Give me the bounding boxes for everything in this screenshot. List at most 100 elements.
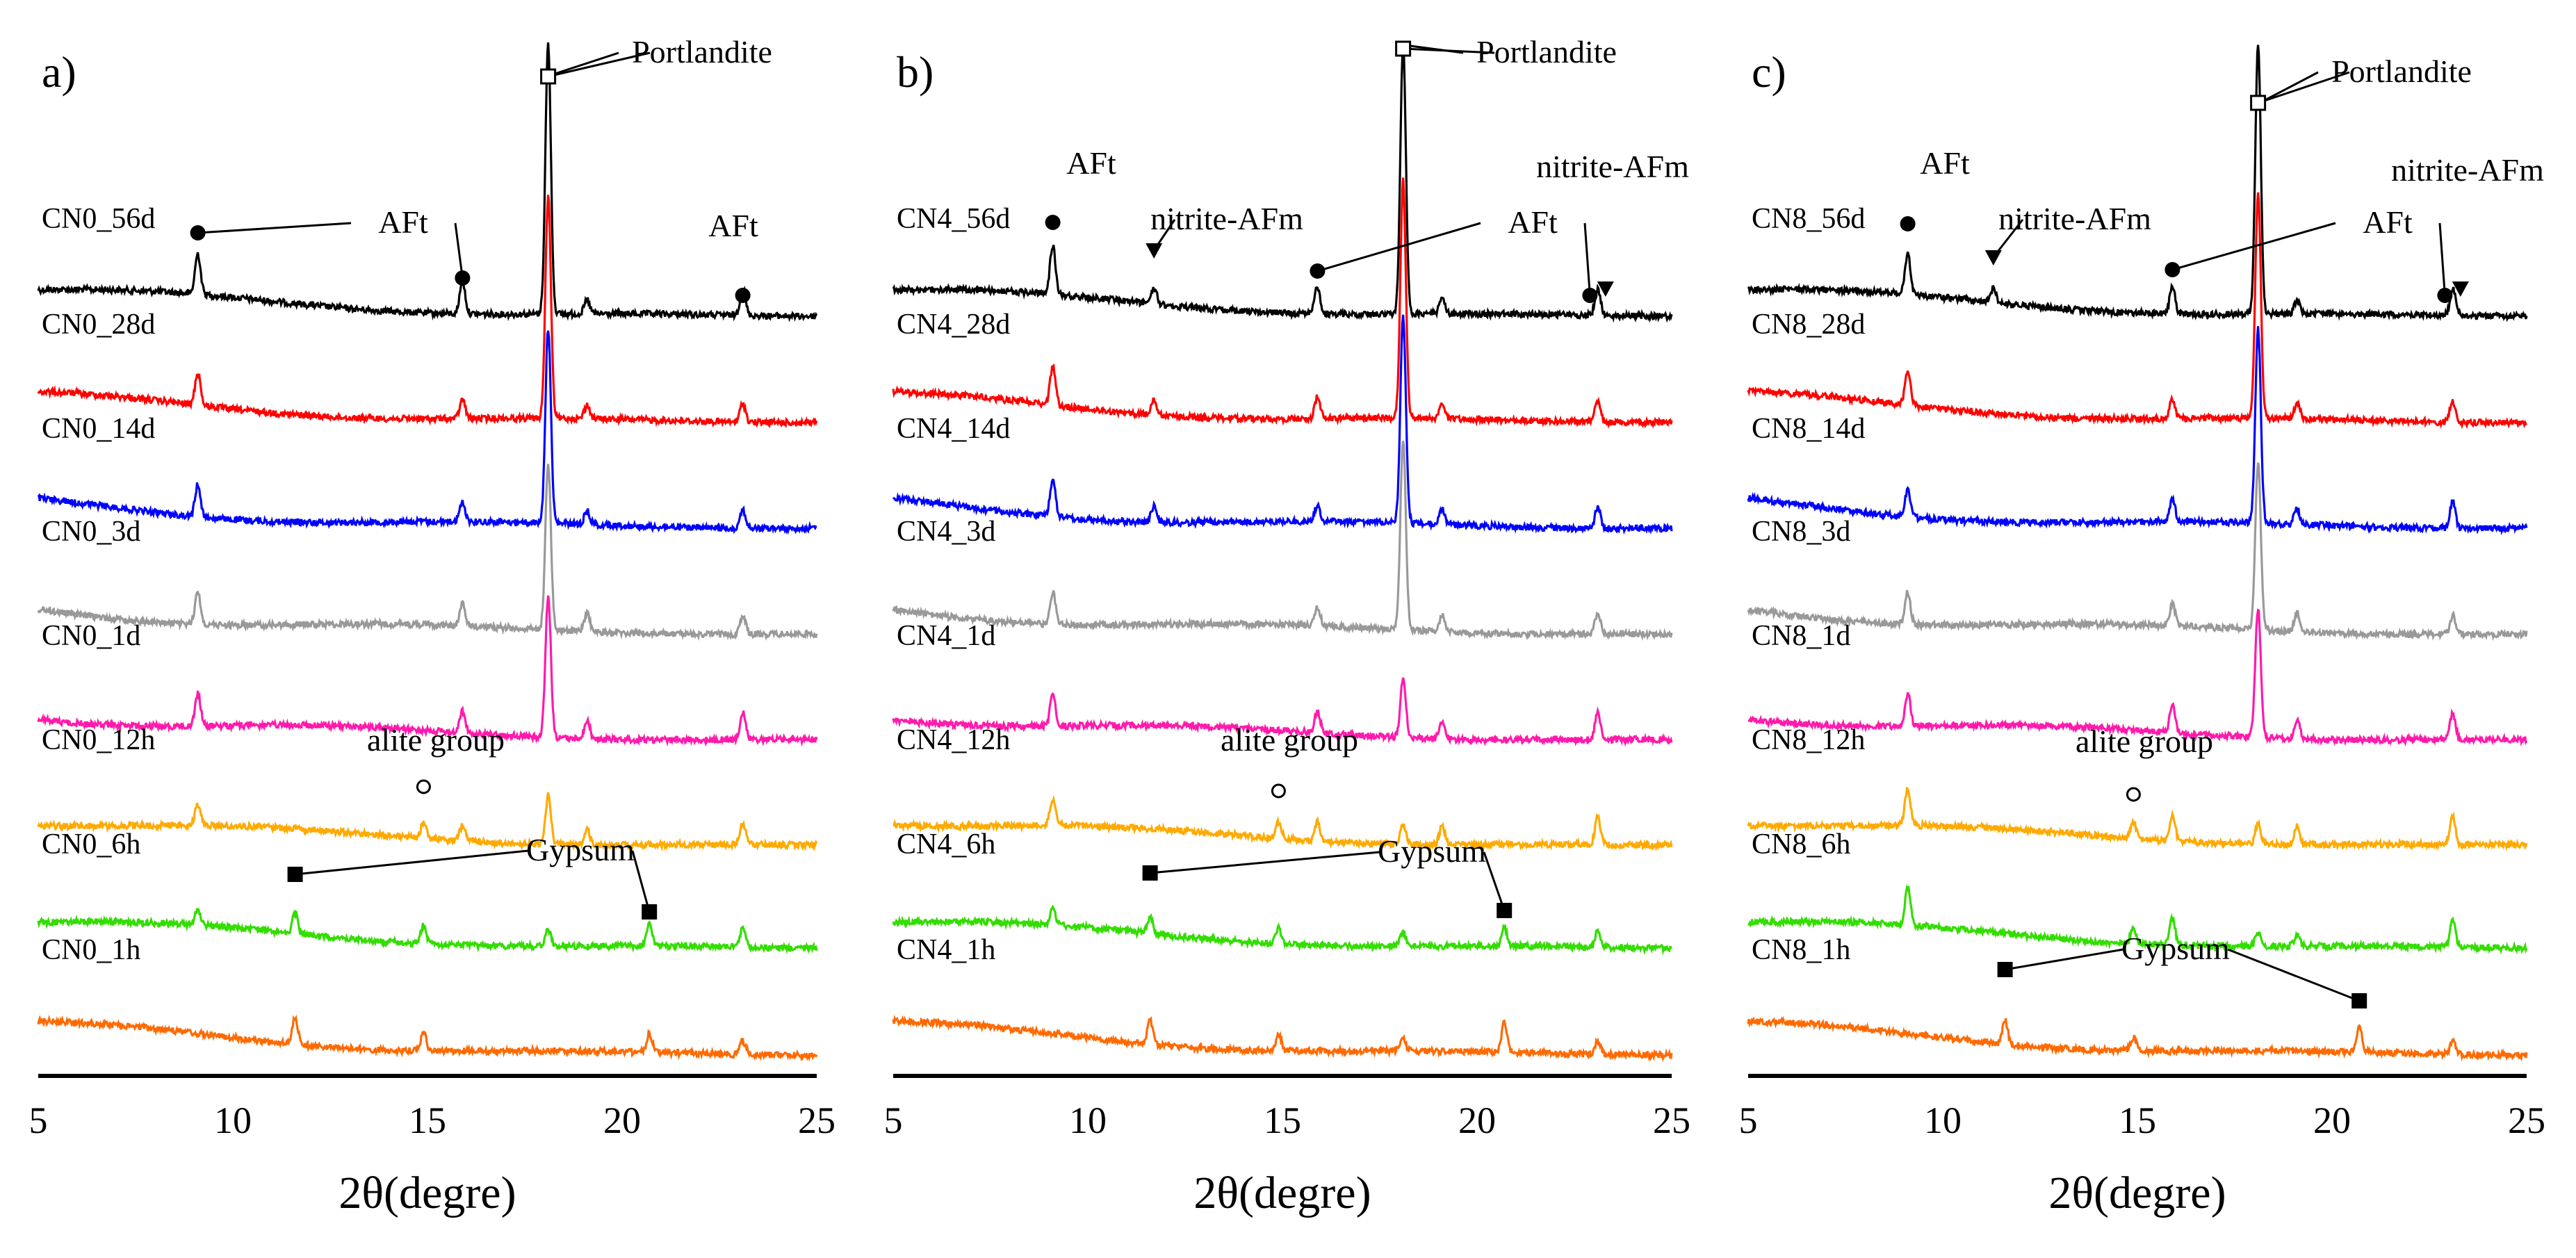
phase-label: nitrite-AFm — [1150, 201, 1303, 236]
series-line-CN4_3d — [892, 441, 1673, 642]
series-line-CN8_12h — [1747, 786, 2528, 851]
series-label: CN4_14d — [897, 413, 1010, 445]
series-label: CN0_12h — [42, 724, 155, 756]
x-axis-label: 2θ(degre) — [339, 1168, 516, 1218]
series-line-CN8_1h — [1747, 1015, 2528, 1062]
panel-label: b) — [897, 47, 934, 97]
phase-label: AFt — [708, 208, 758, 243]
series-line-CN8_1d — [1748, 608, 2528, 747]
aft-marker — [455, 270, 471, 286]
x-tick-label: 25 — [798, 1100, 835, 1141]
series-label: CN8_56d — [1752, 203, 1865, 235]
series-label: CN0_14d — [42, 413, 155, 445]
series-label: CN4_6h — [897, 828, 995, 860]
x-tick-label: 10 — [1069, 1100, 1107, 1141]
x-tick-label: 10 — [214, 1100, 252, 1141]
annotation-leader — [1410, 44, 1464, 54]
series-label: CN8_12h — [1752, 724, 1865, 756]
phase-label: Portlandite — [2331, 54, 2472, 89]
series-label: CN4_1d — [897, 620, 995, 652]
annotation-leader — [631, 850, 651, 913]
aft-marker — [735, 288, 751, 303]
portlandite-marker — [2250, 95, 2267, 111]
aft-marker — [1310, 263, 1326, 279]
phase-label: AFt — [378, 204, 428, 240]
phase-label: AFt — [1066, 145, 1116, 181]
annotation-leader — [2005, 948, 2124, 971]
phase-label: Gypsum — [526, 832, 635, 867]
alite-marker — [1271, 783, 1286, 799]
series-line-CN0_14d — [37, 330, 817, 535]
aft-marker — [2437, 288, 2453, 303]
gypsum-marker — [642, 904, 658, 920]
series-label: CN4_1h — [897, 934, 995, 966]
x-tick-label: 5 — [884, 1100, 903, 1141]
annotation-leader — [2438, 222, 2446, 296]
series-line-CN0_3d — [37, 464, 818, 642]
series-label: CN8_14d — [1752, 413, 1865, 445]
panel-b: b) 2θ(degre) 5 10 15 20 25 CN4_56d CN4_28d CN4_… — [884, 34, 1691, 1218]
x-tick-label: 25 — [1653, 1100, 1690, 1141]
series-line-CN4_6h — [892, 904, 1673, 956]
x-tick-label: 15 — [1264, 1100, 1301, 1141]
alite-marker — [2126, 787, 2141, 802]
phase-label: alite group — [2076, 724, 2213, 759]
portlandite-marker — [1395, 40, 1412, 57]
aft-marker — [2165, 262, 2180, 277]
series-label: CN8_1h — [1752, 934, 1850, 966]
phase-label: alite group — [1221, 722, 1358, 758]
series-line-CN0_6h — [37, 908, 818, 954]
phase-label: nitrite-AFm — [1998, 201, 2151, 236]
series-label: CN4_3d — [897, 516, 995, 548]
series-label: CN4_28d — [897, 309, 1010, 341]
series-line-CN4_28d — [892, 177, 1673, 430]
series-label: CN8_28d — [1752, 309, 1865, 341]
phase-label: Portlandite — [1476, 34, 1617, 70]
x-tick-label: 5 — [1739, 1100, 1758, 1141]
panel-a: a) 2θ(degre) 5 10 15 20 25 CN0_56d CN0_28d CN0_… — [29, 34, 836, 1218]
series-line-CN8_6h — [1747, 883, 2528, 955]
series-line-CN0_28d — [37, 195, 818, 429]
series-line-CN0_1d — [37, 595, 818, 747]
series-line-CN0_12h — [37, 792, 818, 852]
x-tick-label: 15 — [2119, 1100, 2156, 1141]
phase-label: AFt — [1508, 204, 1558, 240]
x-tick-label: 25 — [2508, 1100, 2545, 1141]
x-tick-label: 10 — [1924, 1100, 1962, 1141]
series-label: CN0_6h — [42, 828, 140, 860]
series-line-CN4_12h — [892, 794, 1673, 852]
nitrite-afm-marker — [1597, 281, 1614, 297]
phase-label: alite group — [367, 722, 505, 758]
annotation-leader — [1316, 222, 1481, 272]
series-line-CN4_14d — [892, 314, 1673, 535]
annotation-leader — [548, 51, 651, 78]
x-tick-label: 20 — [603, 1100, 641, 1141]
gypsum-marker — [287, 867, 303, 882]
annotation-leader — [2171, 222, 2336, 271]
aft-marker — [190, 225, 206, 240]
nitrite-afm-marker — [1984, 250, 2002, 266]
nitrite-afm-marker — [2452, 281, 2469, 297]
series-label: CN0_28d — [42, 309, 155, 341]
annotation-leader — [2258, 71, 2350, 104]
gypsum-marker — [1997, 962, 2013, 977]
series-label: CN8_6h — [1752, 828, 1850, 860]
series-line-CN8_28d — [1747, 192, 2527, 430]
phase-label: Gypsum — [2121, 931, 2230, 966]
x-axis-label: 2θ(degre) — [1193, 1168, 1371, 1218]
series-line-CN8_56d — [1747, 44, 2528, 322]
series-line-CN4_1h — [892, 1014, 1673, 1063]
annotation-leader — [1483, 851, 1506, 911]
panel-label: c) — [1752, 47, 1786, 97]
annotation-leader — [295, 849, 529, 876]
series-line-CN8_3d — [1747, 462, 2528, 642]
series-line-CN0_56d — [37, 42, 818, 322]
series-label: CN8_3d — [1752, 516, 1850, 548]
series-label: CN0_3d — [42, 516, 140, 548]
series-line-CN0_1h — [37, 1014, 818, 1062]
annotation-leader — [454, 222, 464, 279]
series-label: CN0_1d — [42, 620, 140, 652]
alite-marker — [416, 779, 431, 794]
